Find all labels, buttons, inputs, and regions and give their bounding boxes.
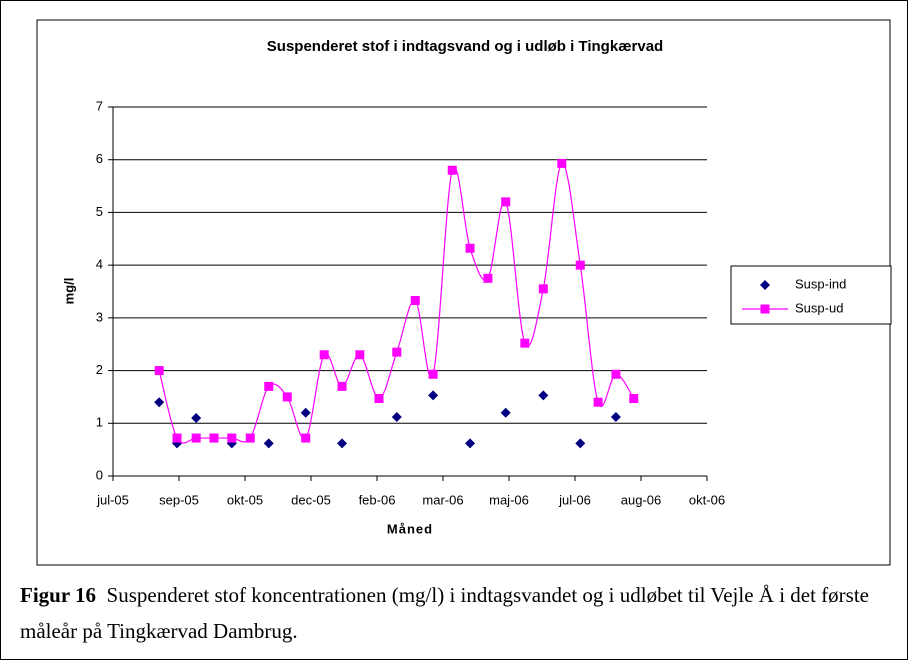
point bbox=[191, 433, 201, 443]
legend-label: Susp-ud bbox=[795, 300, 843, 315]
legend-marker bbox=[760, 280, 770, 290]
point bbox=[264, 381, 274, 391]
point bbox=[611, 369, 621, 379]
x-tick-label: okt-06 bbox=[689, 492, 725, 507]
point bbox=[575, 438, 586, 449]
point bbox=[245, 433, 255, 443]
point bbox=[355, 350, 365, 360]
series-line bbox=[158, 162, 635, 444]
y-tick-label: 7 bbox=[96, 98, 103, 113]
x-tick-label: dec-05 bbox=[291, 492, 331, 507]
point bbox=[337, 381, 347, 391]
y-tick-label: 1 bbox=[96, 415, 103, 430]
point bbox=[154, 366, 164, 376]
caption-text: Suspenderet stof koncentrationen (mg/l) … bbox=[20, 583, 869, 643]
point bbox=[300, 407, 311, 418]
x-tick-label: okt-05 bbox=[227, 492, 263, 507]
point bbox=[374, 394, 384, 404]
legend-marker bbox=[760, 304, 770, 314]
point bbox=[447, 165, 457, 175]
caption: Figur 16 Suspenderet stof koncentratione… bbox=[20, 577, 900, 649]
point bbox=[501, 197, 511, 207]
point bbox=[301, 433, 311, 443]
y-tick-label: 2 bbox=[96, 362, 103, 377]
caption-label: Figur 16 bbox=[20, 583, 97, 607]
point bbox=[319, 350, 329, 360]
chart: Suspenderet stof i indtagsvand og i udlø… bbox=[36, 19, 892, 566]
x-tick-label: mar-06 bbox=[422, 492, 463, 507]
y-tick-label: 6 bbox=[96, 151, 103, 166]
point bbox=[392, 347, 402, 357]
point bbox=[428, 390, 439, 401]
point bbox=[483, 273, 493, 283]
point bbox=[282, 392, 292, 402]
point bbox=[520, 338, 530, 348]
y-tick-label: 5 bbox=[96, 204, 103, 219]
point bbox=[191, 413, 202, 424]
point bbox=[538, 390, 549, 401]
point bbox=[391, 411, 402, 422]
x-tick-label: aug-06 bbox=[621, 492, 661, 507]
point bbox=[154, 397, 165, 408]
point bbox=[465, 438, 476, 449]
y-tick-label: 4 bbox=[96, 257, 103, 272]
x-tick-label: jul-06 bbox=[558, 492, 591, 507]
legend-box bbox=[730, 265, 892, 325]
point bbox=[428, 369, 438, 379]
point bbox=[538, 284, 548, 294]
y-tick-label: 0 bbox=[96, 467, 103, 482]
point bbox=[500, 407, 511, 418]
point bbox=[465, 243, 475, 253]
point bbox=[610, 411, 621, 422]
chart-title: Suspenderet stof i indtagsvand og i udlø… bbox=[267, 38, 663, 55]
x-tick-label: maj-06 bbox=[489, 492, 529, 507]
point bbox=[263, 438, 274, 449]
y-axis-label: mg/l bbox=[61, 278, 76, 305]
y-tick-label: 3 bbox=[96, 309, 103, 324]
point bbox=[172, 433, 182, 443]
point bbox=[557, 158, 567, 168]
point bbox=[593, 397, 603, 407]
x-tick-label: sep-05 bbox=[159, 492, 199, 507]
x-axis-label: Måned bbox=[387, 521, 433, 536]
point bbox=[209, 433, 219, 443]
point bbox=[575, 260, 585, 270]
x-tick-label: feb-06 bbox=[359, 492, 396, 507]
legend-label: Susp-ind bbox=[795, 276, 846, 291]
point bbox=[629, 394, 639, 404]
x-tick-label: jul-05 bbox=[96, 492, 129, 507]
point bbox=[227, 433, 237, 443]
point bbox=[337, 438, 348, 449]
point bbox=[410, 295, 420, 305]
